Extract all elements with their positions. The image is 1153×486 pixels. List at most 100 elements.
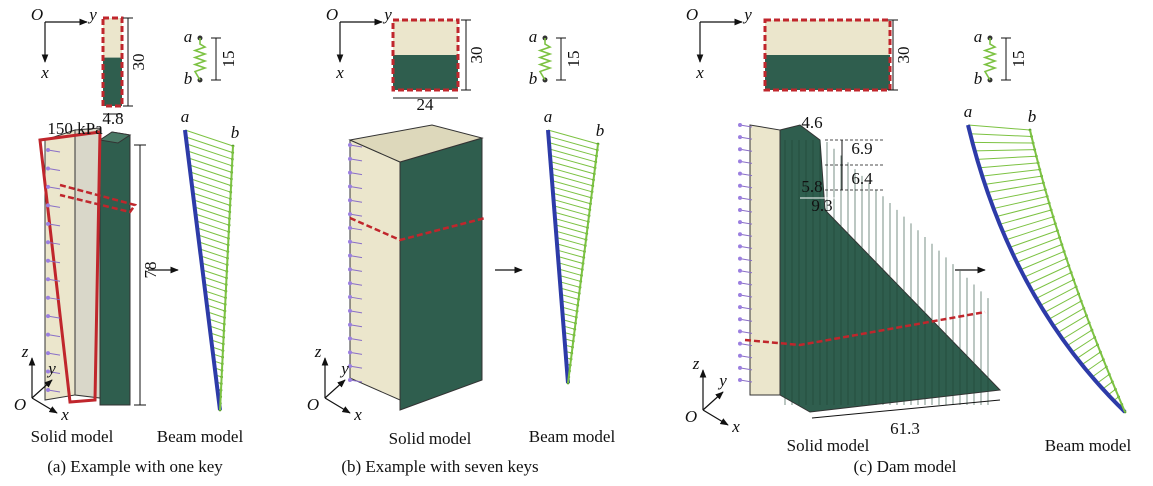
line	[1092, 367, 1106, 377]
load	[348, 337, 352, 341]
line	[1045, 294, 1079, 312]
line	[207, 305, 225, 311]
triad-z: z	[314, 342, 322, 361]
load	[348, 198, 352, 202]
triad-y: y	[339, 359, 349, 378]
dimension: 9.3	[811, 196, 832, 215]
spring-length: 15	[219, 51, 238, 68]
shape	[100, 132, 130, 405]
line	[1024, 258, 1066, 277]
line	[203, 277, 226, 285]
load	[738, 366, 742, 370]
axis-x-label: x	[695, 63, 704, 82]
triad-y: y	[717, 371, 727, 390]
load	[348, 226, 352, 230]
load	[348, 281, 352, 285]
load	[348, 378, 352, 382]
line	[195, 207, 230, 219]
load	[348, 267, 352, 271]
line	[190, 172, 231, 186]
line	[1063, 323, 1090, 339]
load	[46, 314, 50, 318]
line	[197, 228, 228, 238]
section-bottom	[765, 55, 890, 90]
load	[46, 240, 50, 244]
line	[186, 137, 233, 153]
axis-y-label: y	[742, 5, 752, 24]
line	[557, 244, 585, 252]
line	[549, 136, 598, 150]
beam-a	[548, 130, 568, 383]
load	[738, 244, 742, 248]
line	[554, 206, 589, 216]
axis-y-label: y	[382, 5, 392, 24]
spring-b: b	[184, 69, 193, 88]
line	[703, 410, 728, 425]
section-bottom	[393, 55, 458, 90]
solid-label: Solid model	[787, 436, 870, 455]
line	[552, 181, 592, 192]
axis-origin: O	[326, 5, 338, 24]
triad-x: x	[60, 405, 69, 424]
line	[1010, 231, 1058, 248]
line	[560, 282, 580, 288]
line	[1006, 224, 1055, 240]
line	[194, 200, 230, 212]
line	[193, 193, 230, 205]
load	[738, 329, 742, 333]
line	[1049, 301, 1081, 319]
line	[559, 263, 583, 270]
caption: (a) Example with one key	[47, 457, 223, 476]
line	[1032, 273, 1071, 292]
section-width: 4.8	[102, 109, 123, 128]
line	[550, 155, 595, 168]
spring-b: b	[529, 69, 538, 88]
load	[738, 135, 742, 139]
beam-a	[185, 130, 220, 410]
line	[970, 134, 1031, 137]
line	[972, 142, 1033, 143]
line	[558, 250, 584, 257]
beam-a	[968, 125, 1125, 412]
load	[46, 259, 50, 263]
line	[201, 256, 227, 265]
load	[738, 172, 742, 176]
load	[46, 148, 50, 152]
load	[348, 157, 352, 161]
line	[1067, 330, 1092, 346]
load	[738, 123, 742, 127]
line	[1058, 316, 1086, 333]
load	[738, 354, 742, 358]
section-height: 30	[467, 47, 486, 64]
load	[46, 296, 50, 300]
section-height: 30	[894, 47, 913, 64]
line	[980, 163, 1038, 168]
line	[196, 214, 230, 225]
line	[1082, 352, 1100, 365]
line	[561, 294, 579, 299]
figure: Oyx304.8ab15150 kPa78abzyOxSolid modelBe…	[0, 0, 1153, 486]
triad-z: z	[692, 354, 700, 373]
load	[348, 212, 352, 216]
line	[206, 298, 225, 304]
line	[553, 193, 591, 204]
line	[551, 162, 595, 174]
load	[348, 184, 352, 188]
load	[738, 257, 742, 261]
line	[982, 169, 1040, 176]
line	[551, 168, 594, 180]
section-top	[103, 18, 122, 58]
triad-x: x	[353, 405, 362, 424]
line	[192, 186, 230, 199]
line	[1021, 251, 1065, 269]
load	[738, 378, 742, 382]
line	[1003, 217, 1053, 232]
triad-origin: O	[685, 407, 697, 426]
shape	[400, 138, 482, 410]
dimension: 6.9	[851, 139, 872, 158]
load	[46, 185, 50, 189]
load	[348, 171, 352, 175]
line	[985, 176, 1042, 184]
line	[1017, 244, 1062, 262]
load	[738, 208, 742, 212]
